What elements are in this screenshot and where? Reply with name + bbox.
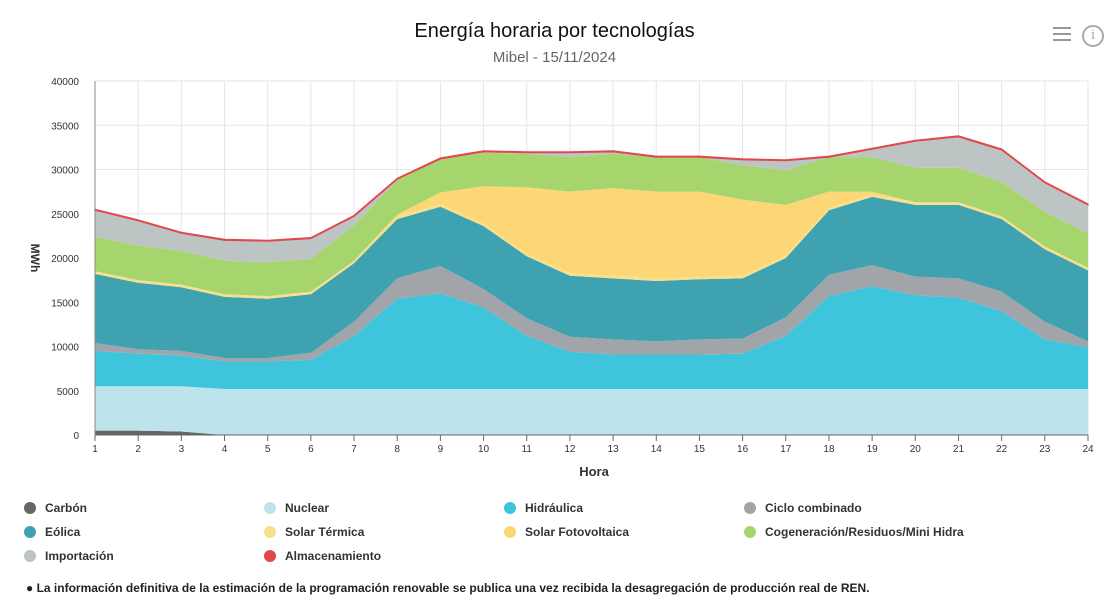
y-axis-label: MWh [28, 244, 42, 273]
legend-label: Almacenamiento [285, 549, 382, 563]
legend-label: Solar Térmica [285, 525, 365, 539]
legend-item-importacion[interactable]: Importación [24, 549, 114, 563]
x-tick-label: 6 [308, 444, 314, 455]
legend-marker [264, 502, 276, 514]
legend-marker [504, 502, 516, 514]
x-tick-label: 9 [438, 444, 444, 455]
y-tick-label: 5000 [57, 387, 80, 398]
x-tick-label: 8 [394, 444, 400, 455]
y-tick-label: 35000 [51, 121, 79, 132]
legend-marker [744, 502, 756, 514]
x-tick-label: 1 [92, 444, 98, 455]
legend-label: Hidráulica [525, 501, 584, 515]
legend-item-carbon[interactable]: Carbón [24, 501, 87, 515]
y-tick-label: 10000 [51, 343, 79, 354]
area-cogeneracion-residuos-mini-hidra[interactable] [95, 152, 1088, 297]
area-hidraulica[interactable] [95, 286, 1088, 389]
legend-label: Ciclo combinado [765, 501, 862, 515]
y-tick-label: 20000 [51, 254, 79, 265]
area-almacenamiento[interactable] [94, 135, 1089, 242]
area-eolica[interactable] [95, 196, 1088, 358]
area-solar-termica[interactable] [95, 194, 1088, 299]
x-tick-label: 15 [694, 444, 706, 455]
area-ciclo-combinado[interactable] [95, 265, 1088, 362]
legend-marker [744, 526, 756, 538]
legend-item-hidraulica[interactable]: Hidráulica [504, 501, 583, 515]
legend-marker [264, 550, 276, 562]
x-tick-label: 16 [737, 444, 749, 455]
x-tick-label: 13 [608, 444, 620, 455]
y-tick-label: 15000 [51, 298, 79, 309]
legend-item-cogeneracion-residuos-mini-hidra[interactable]: Cogeneración/Residuos/Mini Hidra [744, 525, 964, 539]
chart-subtitle: Mibel - 15/11/2024 [492, 49, 617, 66]
x-tick-label: 7 [351, 444, 357, 455]
x-tick-label: 23 [1039, 444, 1051, 455]
legend-label: Eólica [45, 525, 81, 539]
stacked-area-chart: 0 5000 10000 15000 20000 25000 30000 35000 40000… [28, 77, 1094, 479]
legend-item-eolica[interactable]: Eólica [24, 525, 80, 539]
legend-item-solar-termica[interactable]: Solar Térmica [264, 525, 364, 539]
area-nuclear[interactable] [95, 386, 1088, 435]
x-tick-label: 14 [651, 444, 663, 455]
legend-marker [24, 502, 36, 514]
x-tick-label: 5 [265, 444, 271, 455]
y-tick-label: 25000 [51, 210, 79, 221]
legend-marker [504, 526, 516, 538]
x-tick-label: 21 [953, 444, 965, 455]
y-tick-label: 30000 [51, 166, 79, 177]
x-tick-label: 24 [1082, 444, 1094, 455]
x-tick-label: 17 [780, 444, 792, 455]
axes: 0 5000 10000 15000 20000 25000 30000 35000 40000… [51, 77, 1094, 455]
y-tick-label: 0 [73, 431, 79, 442]
x-tick-label: 11 [522, 444, 533, 455]
x-tick-label: 22 [996, 444, 1008, 455]
legend-item-almacenamiento[interactable]: Almacenamiento [264, 549, 381, 563]
area-series-group [94, 135, 1089, 435]
legend-label: Cogeneración/Residuos/Mini Hidra [765, 525, 964, 539]
chart-title: Energía horaria por tecnologías [414, 20, 695, 42]
footnote: ● La información definitiva de la estima… [26, 581, 870, 595]
x-tick-label: 4 [222, 444, 228, 455]
x-tick-label: 19 [867, 444, 879, 455]
x-tick-label: 20 [910, 444, 922, 455]
x-tick-label: 18 [823, 444, 835, 455]
x-tick-label: 2 [135, 444, 141, 455]
hamburger-menu-icon[interactable] [1053, 27, 1071, 43]
y-tick-label: 40000 [51, 77, 79, 88]
x-tick-label: 12 [564, 444, 576, 455]
legend-item-nuclear[interactable]: Nuclear [264, 501, 329, 515]
legend-item-ciclo-combinado[interactable]: Ciclo combinado [744, 501, 862, 515]
legend-label: Carbón [45, 501, 87, 515]
legend-marker [24, 550, 36, 562]
legend-marker [264, 526, 276, 538]
legend-item-solar-fotovoltaica[interactable]: Solar Fotovoltaica [504, 525, 629, 539]
x-axis-label: Hora [579, 464, 609, 479]
x-tick-label: 3 [179, 444, 185, 455]
legend-marker [24, 526, 36, 538]
area-importacion[interactable] [95, 136, 1088, 263]
legend-label: Importación [45, 549, 114, 563]
x-tick-label: 10 [478, 444, 490, 455]
legend-label: Solar Fotovoltaica [525, 525, 630, 539]
info-icon[interactable]: i [1082, 25, 1104, 47]
area-solar-fotovoltaica[interactable] [95, 186, 1088, 297]
legend-label: Nuclear [285, 501, 330, 515]
